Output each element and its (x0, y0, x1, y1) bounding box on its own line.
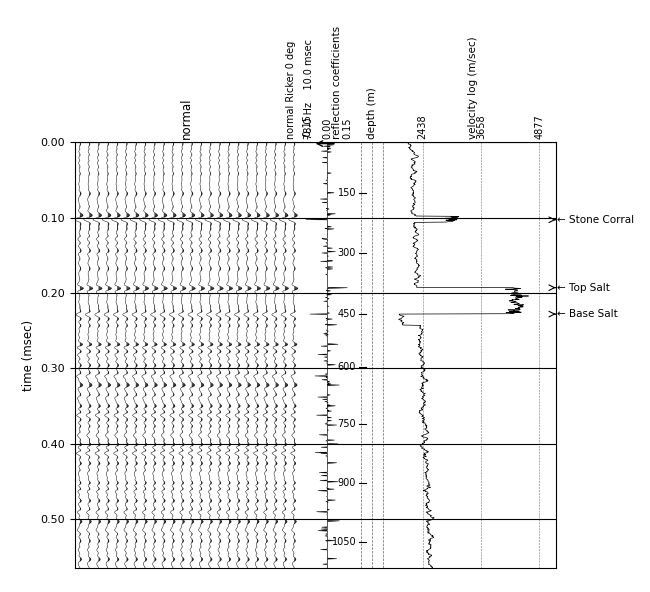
Text: 4877: 4877 (534, 114, 544, 139)
Y-axis label: time (msec): time (msec) (21, 320, 34, 391)
Text: 78.0 Hz    10.0 msec: 78.0 Hz 10.0 msec (304, 39, 315, 139)
Text: 1050: 1050 (332, 537, 356, 547)
Text: 150: 150 (337, 188, 356, 198)
Text: normal: normal (180, 98, 193, 139)
Text: -0.15: -0.15 (302, 114, 312, 139)
Text: ← Base Salt: ← Base Salt (557, 309, 618, 319)
Text: reflection coefficients: reflection coefficients (332, 26, 342, 139)
Text: 3658: 3658 (476, 114, 486, 139)
Text: 900: 900 (338, 478, 356, 488)
Text: 300: 300 (338, 248, 356, 258)
Text: ← Stone Corral: ← Stone Corral (557, 215, 634, 225)
Text: depth (m): depth (m) (367, 88, 377, 139)
Text: 2438: 2438 (418, 114, 428, 139)
Text: velocity log (m/sec): velocity log (m/sec) (469, 37, 478, 139)
Text: 0.15: 0.15 (343, 118, 352, 139)
Text: 750: 750 (337, 419, 356, 429)
Text: 0.00: 0.00 (322, 118, 332, 139)
Text: normal Ricker 0 deg: normal Ricker 0 deg (286, 41, 296, 139)
Text: 600: 600 (338, 362, 356, 372)
Text: 450: 450 (337, 309, 356, 319)
Text: ← Top Salt: ← Top Salt (557, 283, 610, 292)
